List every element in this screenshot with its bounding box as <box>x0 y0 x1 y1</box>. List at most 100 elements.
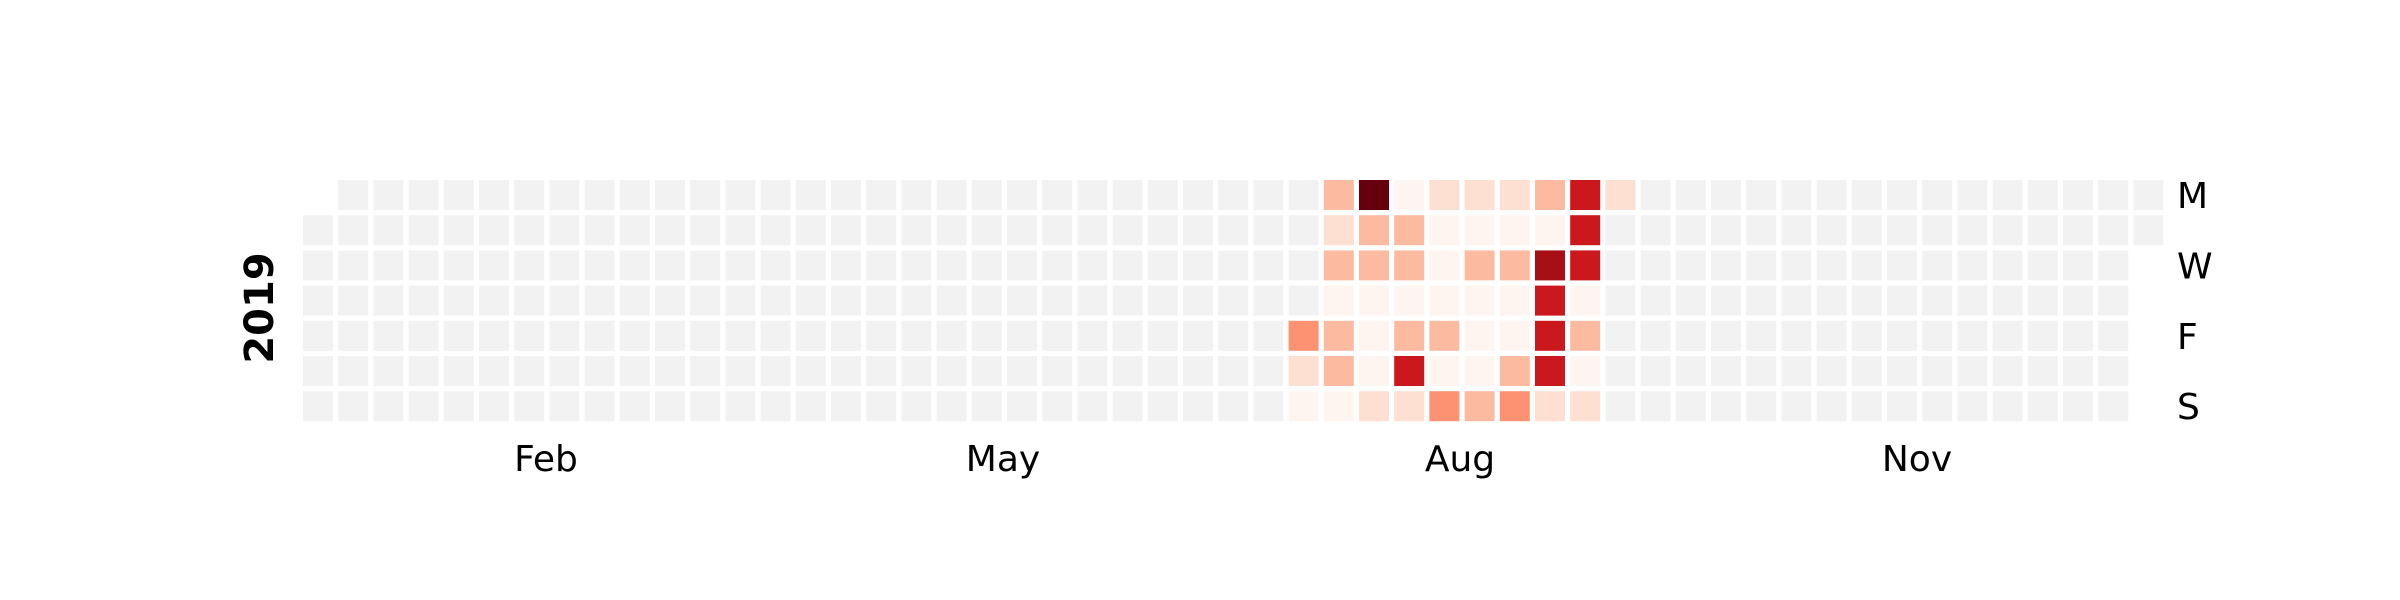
heatmap-cell <box>760 320 791 351</box>
heatmap-cell <box>1851 215 1882 246</box>
heatmap-cell <box>1253 215 1284 246</box>
heatmap-cell <box>338 320 369 351</box>
heatmap-cell <box>549 391 580 422</box>
heatmap-cell <box>1429 285 1460 316</box>
heatmap-cell <box>901 391 932 422</box>
heatmap-cell <box>831 391 861 422</box>
heatmap-cell <box>1851 250 1882 281</box>
heatmap-cell <box>373 356 404 386</box>
heatmap-cell <box>373 285 404 316</box>
heatmap-cell <box>795 180 826 210</box>
heatmap-cell <box>936 180 967 210</box>
heatmap-cell <box>1253 356 1284 386</box>
heatmap-cell <box>619 356 650 386</box>
heatmap-cell <box>1359 320 1389 351</box>
heatmap-cell <box>1781 391 1812 422</box>
heatmap-cell <box>760 180 791 210</box>
heatmap-cell <box>549 285 580 316</box>
heatmap-cell <box>1535 180 1565 210</box>
heatmap-cell <box>1499 180 1530 210</box>
heatmap-cell <box>866 250 897 281</box>
heatmap-cell <box>1183 285 1213 316</box>
heatmap-cell <box>2098 356 2129 386</box>
heatmap-cell <box>1007 215 1037 246</box>
heatmap-cell <box>901 356 932 386</box>
heatmap-cell <box>1464 391 1495 422</box>
heatmap-cell <box>1887 356 1917 386</box>
heatmap-cell <box>1570 356 1601 386</box>
heatmap-cell <box>1887 391 1917 422</box>
heatmap-cell <box>2027 391 2058 422</box>
heatmap-cell <box>408 215 439 246</box>
heatmap-cell <box>549 215 580 246</box>
heatmap-cell <box>1605 180 1636 210</box>
heatmap-cell <box>1323 250 1354 281</box>
heatmap-cell <box>725 180 756 210</box>
heatmap-cell <box>1077 391 1108 422</box>
heatmap-cell <box>760 356 791 386</box>
heatmap-cell <box>1147 391 1178 422</box>
heatmap-cell <box>1992 320 2023 351</box>
heatmap-cell <box>1605 391 1636 422</box>
heatmap-cell <box>1535 215 1565 246</box>
heatmap-cell <box>2133 180 2164 210</box>
heatmap-cell <box>1570 180 1601 210</box>
heatmap-cell <box>1992 250 2023 281</box>
heatmap-cell <box>1887 215 1917 246</box>
heatmap-cell <box>1675 180 1706 210</box>
heatmap-cell <box>655 215 685 246</box>
heatmap-cell <box>1499 285 1530 316</box>
heatmap-cell <box>1746 356 1777 386</box>
heatmap-cell <box>479 215 509 246</box>
heatmap-cell <box>725 356 756 386</box>
heatmap-cell <box>1359 215 1389 246</box>
heatmap-cell <box>1429 250 1460 281</box>
heatmap-cell <box>1992 180 2023 210</box>
heatmap-cell <box>1147 180 1178 210</box>
heatmap-cell <box>2063 180 2093 210</box>
heatmap-cell <box>2098 391 2129 422</box>
heatmap-cell <box>1675 285 1706 316</box>
heatmap-cell <box>866 320 897 351</box>
heatmap-cell <box>1640 356 1671 386</box>
y-tick-label: M <box>2177 176 2208 217</box>
heatmap-cell <box>1183 180 1213 210</box>
heatmap-cell <box>1605 320 1636 351</box>
heatmap-cell <box>1042 356 1073 386</box>
heatmap-cell <box>1253 320 1284 351</box>
heatmap-cell <box>1077 250 1108 281</box>
heatmap-cell <box>1781 180 1812 210</box>
heatmap-cell <box>1429 320 1460 351</box>
heatmap-cell <box>1816 250 1847 281</box>
heatmap-cell <box>1007 250 1037 281</box>
heatmap-cell <box>1711 285 1741 316</box>
heatmap-cell <box>443 391 474 422</box>
heatmap-cell <box>1922 391 1953 422</box>
heatmap-cell <box>1288 250 1319 281</box>
heatmap-cell <box>1605 356 1636 386</box>
heatmap-cell <box>1957 391 1988 422</box>
y-tick-label: F <box>2177 317 2198 358</box>
heatmap-cell <box>1781 320 1812 351</box>
heatmap-cell <box>1042 391 1073 422</box>
heatmap-cell <box>655 250 685 281</box>
x-axis-month-labels: Feb May Aug Nov <box>514 439 1952 480</box>
heatmap-cell <box>1675 215 1706 246</box>
heatmap-cell <box>936 320 967 351</box>
heatmap-cell <box>549 250 580 281</box>
heatmap-cell <box>1288 391 1319 422</box>
x-tick-label: Nov <box>1882 439 1952 480</box>
heatmap-cell <box>619 320 650 351</box>
heatmap-cell <box>1992 356 2023 386</box>
heatmap-cell <box>619 250 650 281</box>
heatmap-cell <box>1147 250 1178 281</box>
heatmap-cell <box>690 356 721 386</box>
heatmap-cell <box>1464 180 1495 210</box>
heatmap-cell <box>831 356 861 386</box>
heatmap-cell <box>1077 180 1108 210</box>
heatmap-cell <box>619 215 650 246</box>
heatmap-cell <box>1922 285 1953 316</box>
heatmap-cell <box>1007 180 1037 210</box>
heatmap-cell <box>655 180 685 210</box>
heatmap-cell <box>655 320 685 351</box>
